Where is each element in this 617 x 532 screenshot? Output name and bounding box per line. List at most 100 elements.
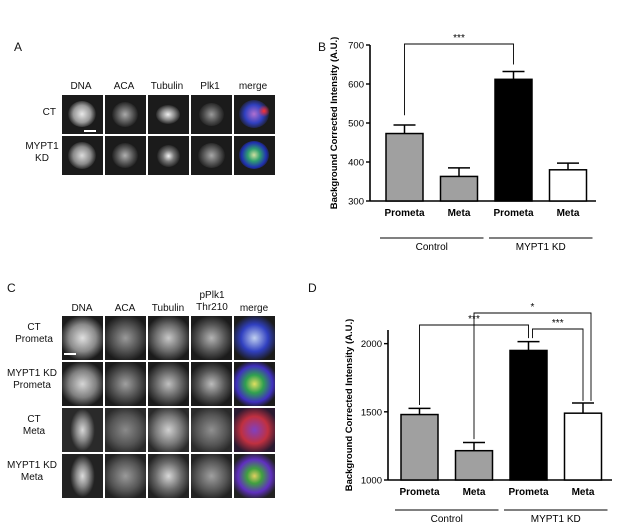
panel-c-image-ct-prometa-merge [234, 316, 275, 360]
panel-c-image-ct-prometa-aca [105, 316, 146, 360]
panel-a-row-ct: CT [30, 107, 56, 118]
panel-a-row-mypt1kd-line1: MYPT1 [25, 141, 59, 152]
significance-bracket [473, 312, 592, 440]
y-tick-label: 500 [348, 119, 364, 130]
panel-c-image-kd-prometa-dna [62, 362, 103, 406]
bar [385, 132, 424, 202]
panel-a-image-ct-plk1 [191, 95, 232, 134]
panel-c-row-3-line1: CT [27, 414, 41, 425]
panel-a-col-plk1: Plk1 [200, 81, 220, 92]
bar [509, 349, 548, 481]
panel-c-row-4-line2: Meta [20, 472, 44, 483]
bar [439, 175, 479, 202]
panel-a-image-kd-tubulin [148, 136, 189, 175]
panel-c-image-ct-meta-tubulin [148, 408, 189, 452]
panel-c-row-kd-meta: MYPT1 KD Meta [7, 460, 57, 484]
panel-a-col-aca: ACA [113, 81, 135, 92]
panel-c-image-ct-prometa-pplk1 [191, 316, 232, 360]
bar [454, 449, 494, 481]
bar [563, 412, 603, 481]
panel-c-row-1-line1: CT [27, 322, 41, 333]
panel-c-image-ct-meta-pplk1 [191, 408, 232, 452]
panel-c-col-pplk1: pPlk1 Thr210 [196, 290, 228, 314]
y-axis-label: Background Corrected Intensity (A.U.) [329, 37, 340, 210]
panel-c-image-kd-meta-pplk1 [191, 454, 232, 498]
x-tick-label: Meta [572, 487, 595, 498]
x-tick-label: Prometa [493, 208, 533, 219]
significance-bracket [532, 328, 584, 401]
panel-c-image-kd-meta-dna [62, 454, 103, 498]
panel-c-image-ct-meta-aca [105, 408, 146, 452]
panel-c-image-ct-prometa-tubulin [148, 316, 189, 360]
panel-c-col-merge: merge [239, 303, 269, 314]
significance-label: *** [453, 33, 465, 44]
panel-a-image-ct-tubulin [148, 95, 189, 134]
panel-c-row-ct-prometa: CT Prometa [15, 322, 53, 346]
panel-c-image-kd-prometa-pplk1 [191, 362, 232, 406]
panel-c-row-4-line1: MYPT1 KD [6, 460, 58, 471]
panel-a-image-kd-plk1 [191, 136, 232, 175]
panel-c-image-ct-prometa-dna [62, 316, 103, 360]
x-tick-label: Prometa [508, 487, 548, 498]
panel-a-col-tubulin: Tubulin [150, 81, 184, 92]
bar [400, 413, 439, 481]
panel-a-row-ct-line1: CT [42, 107, 56, 118]
panel-a-row-mypt1kd: MYPT1 KD [25, 141, 58, 165]
panel-a-image-kd-aca [105, 136, 146, 175]
significance-label: *** [468, 314, 480, 325]
scale-bar [84, 130, 96, 132]
panel-a-image-kd-dna [62, 136, 103, 175]
panel-c-row-2-line2: Prometa [13, 380, 51, 391]
panel-c-image-kd-prometa-aca [105, 362, 146, 406]
panel-a-col-dna: DNA [70, 81, 92, 92]
panel-c-image-ct-meta-dna [62, 408, 103, 452]
group-label: MYPT1 KD [516, 242, 566, 253]
panel-c-col-tubulin: Tubulin [151, 303, 185, 314]
panel-c-image-kd-meta-merge [234, 454, 275, 498]
panel-c-image-kd-prometa-tubulin [148, 362, 189, 406]
panel-letter-d: D [308, 281, 317, 295]
x-tick-label: Prometa [384, 208, 424, 219]
panel-letter-c: C [7, 281, 16, 295]
panel-c-image-kd-meta-aca [105, 454, 146, 498]
x-tick-label: Meta [557, 208, 580, 219]
x-tick-label: Meta [448, 208, 471, 219]
panel-c-col-dna: DNA [71, 303, 93, 314]
panel-c-row-kd-prometa: MYPT1 KD Prometa [7, 368, 57, 392]
x-tick-label: Prometa [399, 487, 439, 498]
significance-bracket [404, 43, 514, 116]
significance-label: * [531, 302, 535, 313]
panel-c-row-1-line2: Prometa [15, 334, 53, 345]
significance-label: *** [552, 318, 564, 329]
panel-c-image-kd-meta-tubulin [148, 454, 189, 498]
panel-a-image-ct-aca [105, 95, 146, 134]
panel-a-image-kd-merge [234, 136, 275, 175]
panel-letter-b: B [318, 40, 327, 54]
group-label: MYPT1 KD [531, 514, 581, 525]
scale-bar [64, 353, 76, 355]
panel-c-col-aca: ACA [114, 303, 136, 314]
panel-c-row-3-line2: Meta [22, 426, 46, 437]
group-label: Control [416, 242, 448, 253]
bar [548, 169, 588, 202]
group-label: Control [431, 514, 463, 525]
panel-c-row-ct-meta: CT Meta [23, 414, 45, 438]
bar [494, 78, 533, 202]
panel-c-col-pplk1-line1: pPlk1 [199, 290, 225, 301]
y-tick-label: 1500 [361, 407, 382, 418]
y-tick-label: 700 [348, 41, 364, 52]
panel-c-image-ct-meta-merge [234, 408, 275, 452]
panel-letter-a: A [14, 40, 23, 54]
y-tick-label: 300 [348, 197, 364, 208]
y-tick-label: 600 [348, 80, 364, 91]
x-tick-label: Meta [463, 487, 486, 498]
panel-c-row-2-line1: MYPT1 KD [6, 368, 58, 379]
y-tick-label: 1000 [361, 476, 382, 487]
y-tick-label: 2000 [361, 339, 382, 350]
panel-a-image-ct-merge [234, 95, 275, 134]
panel-c-image-kd-prometa-merge [234, 362, 275, 406]
y-axis-label: Background Corrected Intensity (A.U.) [344, 319, 355, 492]
panel-a-col-merge: merge [238, 81, 268, 92]
